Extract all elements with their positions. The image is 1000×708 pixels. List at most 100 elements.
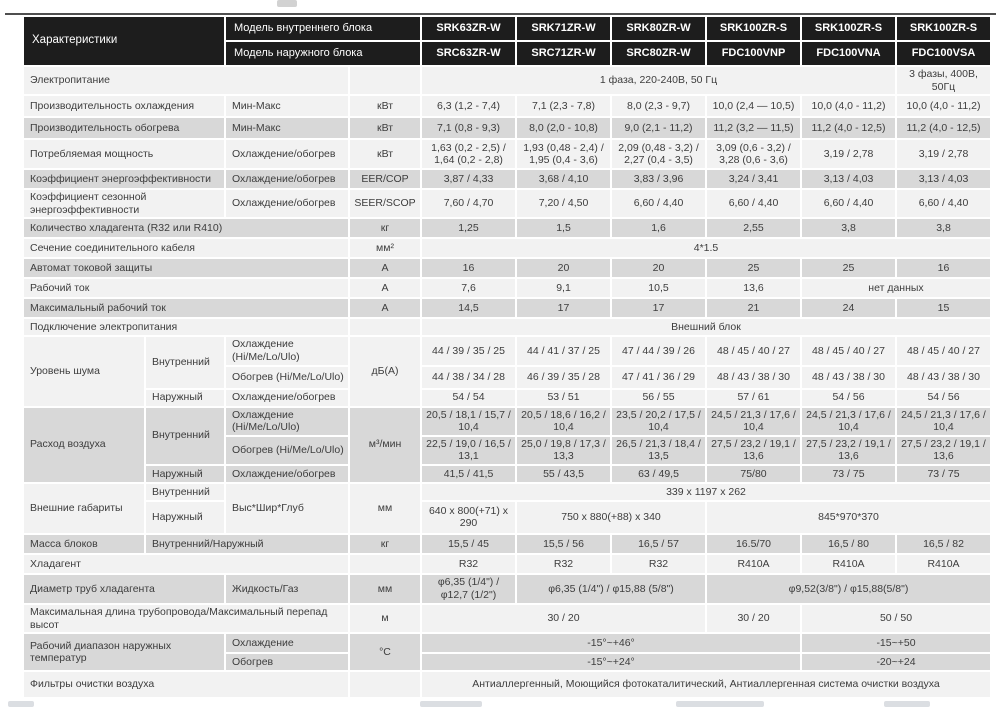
spec-value-cell: SEER/SCOP — [350, 190, 420, 218]
cropped-text-fragment — [8, 701, 34, 707]
spec-row: Уровень шума Внутренний Охлаждение (Hi/Me/… — [24, 337, 990, 406]
spec-value-cell: 47 / 44 / 39 / 26 — [612, 337, 705, 365]
spec-value-cell: 25,0 / 19,8 / 17,3 / 13,3 — [517, 436, 610, 464]
spec-value-cell: 16 — [897, 259, 990, 278]
spec-value-cell: 4*1.5 — [422, 239, 990, 258]
spec-value-cell: 2,09 (0,48 - 3,2) / 2,27 (0,4 - 3,5) — [612, 140, 705, 169]
spec-label-cell: Производительность обогрева — [24, 118, 224, 139]
spec-row: Внешние габариты Внутренний Выс*Шир*Глуб мм… — [24, 483, 990, 533]
cropped-text-fragment — [884, 701, 930, 707]
outdoor-model-6: FDC100VSA — [897, 42, 990, 65]
outdoor-model-3: SRC80ZR-W — [612, 42, 705, 65]
spec-row: Потребляемая мощность Охлаждение/обогрев к… — [24, 140, 990, 169]
spec-value-cell: 3,19 / 2,78 — [897, 140, 990, 169]
spec-value-cell: 845*970*370 — [707, 501, 990, 533]
spec-row: Максимальная длина трубопровода/Максимал… — [24, 604, 990, 633]
spec-value-cell: R410A — [707, 554, 800, 573]
spec-row: Сечение соединительного кабеля мм² 4*1.5 — [24, 239, 990, 258]
spec-label-cell: Максимальный рабочий ток — [24, 299, 348, 318]
spec-label-cell: Производительность охлаждения — [24, 96, 224, 117]
spec-row: Фильтры очистки воздуха Антиаллергенный, … — [24, 672, 990, 698]
spec-value-cell: 20,5 / 18,6 / 16,2 / 10,4 — [517, 407, 610, 435]
spec-value-cell: 27,5 / 23,2 / 19,1 / 13,6 — [897, 436, 990, 464]
spec-label-cell: Мин-Макс — [226, 118, 348, 139]
spec-label-cell: Хладагент — [24, 554, 348, 573]
spec-label-cell: Наружный — [146, 501, 224, 533]
spec-value-cell: 1 фаза, 220-240В, 50 Гц — [422, 67, 895, 95]
spec-value-cell: 7,1 (0,8 - 9,3) — [422, 118, 515, 139]
spec-value-cell: 21 — [707, 299, 800, 318]
spec-value-cell: 48 / 45 / 40 / 27 — [707, 337, 800, 365]
spec-row: Коэффициент энергоэффективности Охлаждени… — [24, 170, 990, 189]
spec-value-cell: 73 / 75 — [897, 465, 990, 482]
spec-value-cell: 14,5 — [422, 299, 515, 318]
cropped-text-fragment — [420, 701, 482, 707]
spec-value-cell: 6,60 / 4,40 — [707, 190, 800, 218]
spec-value-cell: 750 x 880(+88) x 340 — [517, 501, 705, 533]
spec-label-cell: Охлаждение/обогрев — [226, 389, 348, 406]
indoor-model-1: SRK63ZR-W — [422, 17, 515, 40]
spec-row: Электропитание 1 фаза, 220-240В, 50 Гц 3 ф… — [24, 67, 990, 95]
spec-value-cell: R32 — [517, 554, 610, 573]
spec-value-cell: 3,83 / 3,96 — [612, 170, 705, 189]
spec-value-cell: 26,5 / 21,3 / 18,4 / 13,5 — [612, 436, 705, 464]
spec-value-cell: 27,5 / 23,2 / 19,1 / 13,6 — [707, 436, 800, 464]
spec-value-cell: 11,2 (4,0 - 12,5) — [897, 118, 990, 139]
indoor-model-5: SRK100ZR-S — [802, 17, 895, 40]
spec-value-cell: EER/COP — [350, 170, 420, 189]
spec-row: Обогрев -15°~+24° -20~+24 — [24, 654, 990, 671]
characteristics-header: Характеристики — [24, 17, 224, 65]
spec-value-cell: 30 / 20 — [422, 604, 705, 633]
spec-value-cell: φ6,35 (1/4") / φ15,88 (5/8") — [517, 574, 705, 603]
spec-value-cell: 22,5 / 19,0 / 16,5 / 13,1 — [422, 436, 515, 464]
spec-value-cell: 3,87 / 4,33 — [422, 170, 515, 189]
spec-label-cell: Диаметр труб хладагента — [24, 574, 224, 603]
spec-value-cell: мм² — [350, 239, 420, 258]
spec-value-cell: -20~+24 — [802, 654, 990, 671]
spec-label-cell: Потребляемая мощность — [24, 140, 224, 169]
spec-row: Расход воздуха Внутренний Охлаждение (Hi/M… — [24, 407, 990, 482]
spec-value-cell: 3,13 / 4,03 — [802, 170, 895, 189]
spec-value-cell: 44 / 39 / 35 / 25 — [422, 337, 515, 365]
spec-value-cell: 56 / 55 — [612, 389, 705, 406]
spec-value-cell: 6,60 / 4,40 — [612, 190, 705, 218]
spec-value-cell: °С — [350, 634, 420, 671]
spec-value-cell: 15 — [897, 299, 990, 318]
spec-value-cell: 7,60 / 4,70 — [422, 190, 515, 218]
spec-label-cell: Обогрев (Hi/Me/Lo/Ulo) — [226, 436, 348, 464]
spec-label-cell: Обогрев — [226, 654, 348, 671]
indoor-model-2: SRK71ZR-W — [517, 17, 610, 40]
cropped-text-fragment — [676, 701, 764, 707]
spec-value-cell: 1,25 — [422, 219, 515, 238]
spec-value-cell: 46 / 39 / 35 / 28 — [517, 366, 610, 388]
spec-value-cell: 44 / 38 / 34 / 28 — [422, 366, 515, 388]
spec-value-cell: А — [350, 279, 420, 298]
spec-value-cell: 50 / 50 — [802, 604, 990, 633]
spec-label-cell: Подключение электропитания — [24, 319, 348, 336]
spec-value-cell: 53 / 51 — [517, 389, 610, 406]
spec-value-cell: 3,24 / 3,41 — [707, 170, 800, 189]
spec-value-cell: 10,0 (2,4 — 10,5) — [707, 96, 800, 117]
header-row-indoor: Характеристики Модель внутреннего блока … — [24, 17, 990, 65]
spec-value-cell: м³/мин — [350, 407, 420, 482]
spec-value-cell: 8,0 (2,0 - 10,8) — [517, 118, 610, 139]
spec-value-cell: 1,6 — [612, 219, 705, 238]
spec-label-cell: Внутренний — [146, 407, 224, 464]
spec-value-cell: φ9,52(3/8") / φ15,88(5/8") — [707, 574, 990, 603]
spec-value-cell: 11,2 (3,2 — 11,5) — [707, 118, 800, 139]
spec-label-cell: Наружный — [146, 389, 224, 406]
indoor-model-3: SRK80ZR-W — [612, 17, 705, 40]
spec-row: Производительность охлаждения Мин-Макс кВт… — [24, 96, 990, 117]
spec-row: Обогрев (Hi/Me/Lo/Ulo) 44 / 38 / 34 / 28 4… — [24, 366, 990, 388]
spec-label-cell: Охлаждение/обогрев — [226, 140, 348, 169]
spec-value-cell: кВт — [350, 118, 420, 139]
spec-label-cell: Обогрев (Hi/Me/Lo/Ulo) — [226, 366, 348, 388]
spec-value-cell: 1,93 (0,48 - 2,4) / 1,95 (0,4 - 3,6) — [517, 140, 610, 169]
indoor-model-4: SRK100ZR-S — [707, 17, 800, 40]
spec-value-cell: -15°~+46° — [422, 634, 800, 653]
spec-label-cell: Внутренний — [146, 483, 224, 500]
spec-value-cell — [350, 672, 420, 698]
spec-value-cell: 25 — [802, 259, 895, 278]
spec-label-cell: Охлаждение — [226, 634, 348, 653]
spec-label-cell: Мин-Макс — [226, 96, 348, 117]
